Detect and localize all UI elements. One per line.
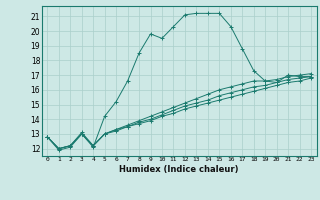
X-axis label: Humidex (Indice chaleur): Humidex (Indice chaleur) bbox=[119, 165, 239, 174]
